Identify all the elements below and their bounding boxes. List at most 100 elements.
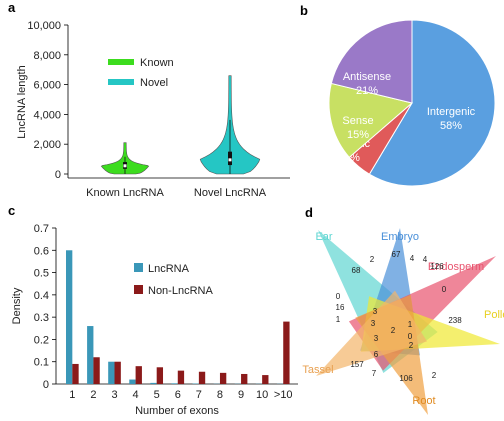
y-tick-label: 6,000	[33, 80, 61, 92]
legend-label: Known	[140, 57, 174, 69]
bar-non-lncrna-4	[156, 367, 164, 384]
bar-lncrna-3	[129, 379, 136, 384]
venn-set-label: Pollen	[484, 309, 504, 321]
bar-non-lncrna-8	[241, 373, 248, 384]
venn-count: 0	[408, 332, 413, 341]
y-tick-label: 0.1	[34, 357, 49, 369]
y-tick-label: 0.7	[34, 223, 49, 235]
bar-chart: 0 0.1 0.2 0.3 0.4 0.5 0.6 0.7 1 2 3 4 5 6 7 8 9 10 >10 De…	[11, 223, 298, 417]
venn-count: 3	[374, 334, 379, 343]
bar-non-lncrna-10	[283, 321, 290, 384]
venn-count: 106	[399, 374, 413, 383]
x-tick-label: 10	[256, 389, 268, 401]
y-tick-label: 0	[55, 169, 61, 181]
y-tick-label: 4,000	[33, 109, 61, 121]
panel-c-label: c	[8, 203, 16, 218]
median-point	[123, 164, 127, 168]
x-category-label: Known LncRNA	[86, 187, 164, 199]
pie-label: Intergenic	[427, 106, 476, 118]
bar-non-lncrna-9	[262, 375, 269, 384]
venn-count: 2	[409, 341, 414, 350]
x-category-label: Novel LncRNA	[194, 187, 267, 199]
legend-label: Novel	[140, 77, 168, 89]
venn-count: 16	[336, 303, 345, 312]
bar-lncrna-4	[150, 382, 157, 384]
violin-chart: 0 2,000 4,000 6,000 8,000 10,000 LncRNA lengt…	[16, 20, 290, 199]
venn-diagram: EarEmbryoEndospermPollenRootTassel682674…	[302, 228, 504, 415]
venn-count: 4	[410, 254, 415, 263]
venn-count: 1	[408, 320, 413, 329]
median-point	[228, 158, 232, 162]
venn-count: 3	[373, 307, 378, 316]
y-tick-label: 0.6	[34, 245, 49, 257]
bar-non-lncrna-0	[72, 363, 79, 384]
venn-count: 67	[392, 250, 401, 259]
y-axis-label: LncRNA length	[16, 65, 28, 138]
x-tick-label: 8	[217, 389, 223, 401]
venn-count: 1	[336, 315, 341, 324]
legend-swatch-non-lncrna	[134, 285, 143, 294]
panel-d-label: d	[305, 205, 313, 220]
legend-swatch-novel	[108, 79, 134, 85]
y-tick-label: 10,000	[27, 20, 61, 32]
x-tick-label: 4	[133, 389, 139, 401]
venn-count: 4	[423, 255, 428, 264]
pie-label: Antisense	[343, 71, 391, 83]
x-tick-label: 2	[90, 389, 96, 401]
pie-percent: 58%	[440, 120, 462, 132]
y-tick-label: 0	[43, 379, 49, 391]
pie-label: Sense	[342, 115, 373, 127]
venn-count: 238	[448, 316, 462, 325]
venn-petal-tassel	[316, 290, 428, 376]
y-tick-label: 0.3	[34, 312, 49, 324]
venn-count: 2	[432, 371, 437, 380]
pie-percent: 21%	[356, 85, 378, 97]
venn-count: 0	[442, 285, 447, 294]
venn-count: 68	[352, 266, 361, 275]
pie-percent: 15%	[347, 129, 369, 141]
venn-count: 0	[336, 292, 341, 301]
legend-label: Non-LncRNA	[148, 285, 213, 297]
bar-lncrna-0	[66, 250, 73, 384]
x-tick-label: 1	[69, 389, 75, 401]
x-tick-label: 9	[238, 389, 244, 401]
bar-lncrna-2	[108, 361, 115, 384]
venn-count: 3	[371, 319, 376, 328]
legend-label: LncRNA	[148, 263, 190, 275]
x-tick-label: 3	[111, 389, 117, 401]
venn-set-label: Ear	[315, 231, 332, 243]
venn-set-label: Tassel	[302, 364, 333, 376]
venn-set-label: Embryo	[381, 231, 419, 243]
panel-a-label: a	[8, 0, 16, 15]
venn-count: 7	[372, 369, 377, 378]
venn-count: 2	[391, 326, 396, 335]
venn-set-label: Endosperm	[428, 261, 484, 273]
venn-count: 6	[374, 350, 379, 359]
legend-swatch-lncrna	[134, 263, 143, 272]
bar-non-lncrna-5	[177, 370, 185, 384]
panel-b-label: b	[300, 3, 308, 18]
venn-count: 2	[370, 255, 375, 264]
x-tick-label: 7	[196, 389, 202, 401]
venn-count: 157	[350, 360, 364, 369]
pie-chart: Intergenic58%Intronic5%Sense15%Antisense…	[328, 19, 496, 187]
bar-non-lncrna-2	[114, 361, 121, 384]
y-axis-label: Density	[11, 287, 23, 324]
x-tick-label: >10	[274, 389, 293, 401]
y-tick-label: 2,000	[33, 139, 61, 151]
y-tick-label: 8,000	[33, 50, 61, 62]
y-tick-label: 0.5	[34, 268, 49, 280]
bar-non-lncrna-1	[93, 357, 100, 384]
bar-non-lncrna-7	[219, 372, 227, 384]
venn-set-label: Root	[412, 395, 435, 407]
bar-non-lncrna-3	[135, 366, 142, 384]
bar-non-lncrna-6	[198, 371, 206, 384]
x-axis-label: Number of exons	[135, 405, 219, 417]
venn-count: 126	[430, 262, 444, 271]
y-tick-label: 0.4	[34, 290, 49, 302]
x-tick-label: 6	[175, 389, 181, 401]
legend-swatch-known	[108, 59, 134, 65]
pie-slice-intergenic	[368, 19, 496, 187]
bar-lncrna-1	[87, 326, 94, 384]
